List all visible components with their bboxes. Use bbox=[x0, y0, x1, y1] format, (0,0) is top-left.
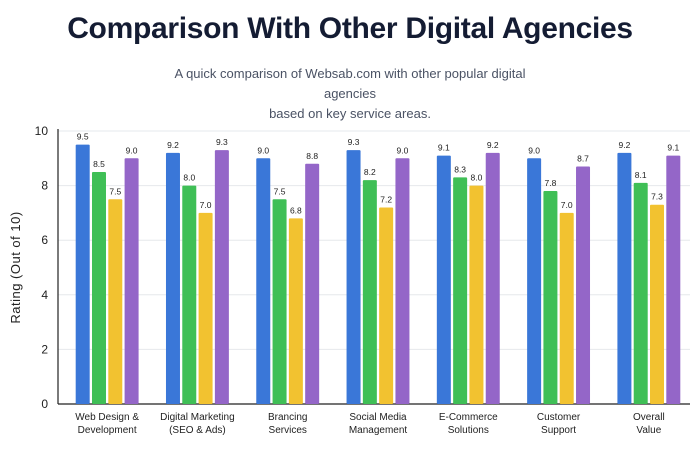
bar-value-label: 8.0 bbox=[183, 173, 195, 183]
bar bbox=[469, 185, 484, 404]
bar-value-label: 6.8 bbox=[290, 205, 302, 215]
subtitle-line-2: based on key service areas. bbox=[269, 106, 431, 121]
bar bbox=[559, 212, 574, 404]
bar bbox=[182, 185, 197, 404]
bar bbox=[198, 212, 213, 404]
y-tick-label: 4 bbox=[41, 288, 48, 302]
bar bbox=[91, 171, 106, 404]
x-category-label: Brancing Services bbox=[268, 412, 307, 436]
bar-value-label: 9.0 bbox=[126, 145, 138, 155]
bar bbox=[124, 158, 139, 404]
x-category-label-line: Customer bbox=[537, 412, 581, 423]
bar-value-label: 9.1 bbox=[438, 143, 450, 153]
y-tick-label: 10 bbox=[35, 124, 49, 138]
bar bbox=[543, 191, 558, 404]
bar-value-label: 8.2 bbox=[364, 167, 376, 177]
bar-value-label: 8.1 bbox=[635, 170, 647, 180]
x-category-label-line: E-Commerce bbox=[439, 412, 498, 423]
x-category-label-line: Web Design & bbox=[75, 412, 139, 423]
bar-value-label: 8.3 bbox=[454, 164, 466, 174]
bar-value-label: 7.2 bbox=[380, 194, 392, 204]
bar-value-label: 9.5 bbox=[77, 132, 89, 142]
bar bbox=[576, 166, 591, 404]
x-category-label: Social Media Management bbox=[349, 412, 408, 436]
x-category-label-line: Brancing bbox=[268, 412, 307, 423]
x-category-label-line: (SEO & Ads) bbox=[169, 425, 226, 436]
bar bbox=[436, 155, 451, 404]
x-category-label-line: Overall bbox=[633, 412, 665, 423]
bar-value-label: 7.0 bbox=[561, 200, 573, 210]
bar-value-label: 7.5 bbox=[109, 186, 121, 196]
bar bbox=[617, 152, 632, 404]
bar bbox=[650, 204, 665, 404]
y-axis-label: Rating (Out of 10) bbox=[8, 211, 23, 323]
bar bbox=[256, 158, 271, 404]
x-category-label: E-Commerce Solutions bbox=[439, 412, 498, 436]
bar bbox=[485, 152, 500, 404]
bar-value-label: 8.0 bbox=[471, 173, 483, 183]
bar bbox=[346, 150, 361, 404]
bar bbox=[108, 199, 123, 404]
bar-value-label: 7.8 bbox=[545, 178, 557, 188]
bar bbox=[527, 158, 542, 404]
bar bbox=[453, 177, 468, 404]
bar bbox=[272, 199, 287, 404]
bar-value-label: 7.3 bbox=[651, 192, 663, 202]
bar bbox=[362, 180, 377, 404]
bar-value-label: 8.5 bbox=[93, 159, 105, 169]
bar-value-label: 9.1 bbox=[667, 143, 679, 153]
y-tick-label: 8 bbox=[41, 179, 48, 193]
x-category-label-line: Management bbox=[349, 425, 408, 436]
bar-value-label: 8.7 bbox=[577, 153, 589, 163]
x-category-label-line: Digital Marketing bbox=[160, 412, 234, 423]
y-tick-label: 2 bbox=[41, 342, 48, 356]
bar bbox=[214, 150, 229, 404]
bar bbox=[395, 158, 410, 404]
bar bbox=[165, 152, 180, 404]
bar-value-label: 9.0 bbox=[257, 145, 269, 155]
bar bbox=[666, 155, 681, 404]
labels: 0 2 4 6 8 10 Rating (Out of 10) 9.5 8.5 7.5 9.0 Web… bbox=[8, 124, 679, 436]
x-category-label: Web Design & Development bbox=[75, 412, 139, 436]
chart-subtitle: A quick comparison of Websab.com with ot… bbox=[150, 64, 550, 124]
x-category-label-line: Value bbox=[636, 425, 661, 436]
bar-value-label: 7.0 bbox=[200, 200, 212, 210]
bar-value-label: 9.2 bbox=[618, 140, 630, 150]
y-tick-label: 0 bbox=[41, 397, 48, 411]
bar-value-label: 9.0 bbox=[397, 145, 409, 155]
bar-value-label: 9.3 bbox=[348, 137, 360, 147]
bar-value-label: 7.5 bbox=[274, 186, 286, 196]
x-category-label-line: Development bbox=[78, 425, 137, 436]
x-category-label: Digital Marketing (SEO & Ads) bbox=[160, 412, 234, 436]
x-category-label-line: Support bbox=[541, 425, 576, 436]
bar-value-label: 9.2 bbox=[167, 140, 179, 150]
bar-value-label: 9.0 bbox=[528, 145, 540, 155]
x-category-label: Customer Support bbox=[537, 412, 581, 436]
x-category-label-line: Solutions bbox=[448, 425, 489, 436]
bar bbox=[305, 163, 320, 404]
bar-value-label: 9.3 bbox=[216, 137, 228, 147]
x-category-label: Overall Value bbox=[633, 412, 665, 436]
x-category-label-line: Services bbox=[269, 425, 307, 436]
x-category-label-line: Social Media bbox=[349, 412, 407, 423]
bar bbox=[633, 182, 648, 404]
bar bbox=[75, 144, 90, 404]
bar-value-label: 8.8 bbox=[306, 151, 318, 161]
bar bbox=[288, 218, 303, 404]
subtitle-line-1: A quick comparison of Websab.com with ot… bbox=[174, 66, 526, 101]
bar bbox=[379, 207, 394, 404]
bars bbox=[75, 144, 681, 404]
bar-value-label: 9.2 bbox=[487, 140, 499, 150]
y-tick-label: 6 bbox=[41, 233, 48, 247]
chart-title: Comparison With Other Digital Agencies bbox=[67, 12, 633, 45]
